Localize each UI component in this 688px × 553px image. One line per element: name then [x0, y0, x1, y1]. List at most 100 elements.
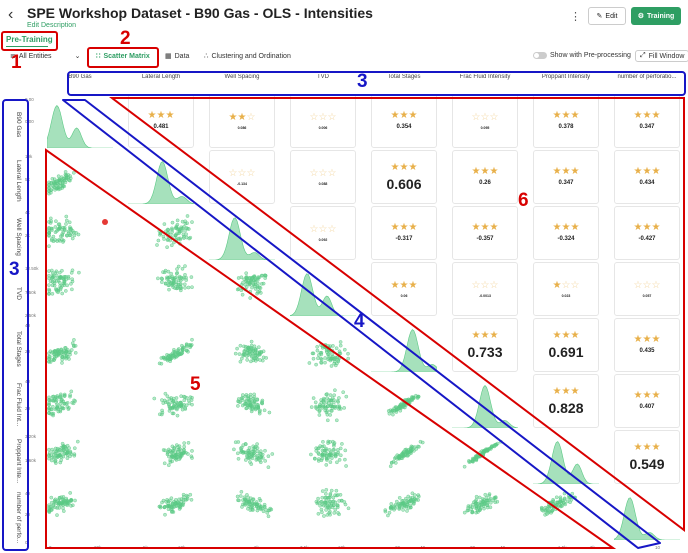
scatter-plot[interactable]	[128, 262, 194, 316]
scatter-plot[interactable]	[209, 374, 275, 428]
tab-scatter-matrix[interactable]: ∷ Scatter Matrix	[96, 52, 150, 61]
density-plot[interactable]	[47, 94, 113, 148]
scatter-plot[interactable]	[47, 374, 113, 428]
correlation-cell[interactable]: ★★★ 0.347	[533, 150, 599, 204]
scatter-plot[interactable]	[128, 486, 194, 540]
scatter-plot[interactable]	[47, 486, 113, 540]
correlation-cell[interactable]: ★★★ 0.347	[614, 94, 680, 148]
scatter-plot[interactable]	[47, 262, 113, 316]
scatter-point	[257, 352, 261, 357]
scatter-plot[interactable]	[128, 430, 194, 484]
scatter-plot[interactable]	[452, 486, 518, 540]
star-filled-icon: ★	[570, 166, 580, 178]
scatter-plot[interactable]	[371, 486, 437, 540]
star-filled-icon: ★	[552, 329, 562, 341]
correlation-cell[interactable]: ★★★ 0.606	[371, 150, 437, 204]
tab-pre-training[interactable]: Pre-Training	[6, 35, 53, 44]
back-arrow-icon[interactable]: ‹	[8, 6, 14, 23]
scatter-plot[interactable]	[371, 374, 437, 428]
correlation-cell[interactable]: ★★★ 0.435	[614, 318, 680, 372]
scatter-point	[47, 269, 51, 273]
scatter-plot[interactable]	[47, 430, 113, 484]
correlation-cell[interactable]: ★★★ 0.407	[614, 374, 680, 428]
correlation-cell[interactable]: ★★☆ 0.086	[209, 94, 275, 148]
entities-select[interactable]: ≣ All Entities ⌄	[10, 52, 80, 61]
edit-description-link[interactable]: Edit Description	[27, 22, 77, 29]
correlation-cell[interactable]: ★★★ -0.317	[371, 206, 437, 260]
scatter-plot[interactable]	[128, 374, 194, 428]
scatter-plot[interactable]	[47, 318, 113, 372]
scatter-point	[162, 222, 167, 226]
scatter-point	[311, 351, 316, 356]
correlation-cell[interactable]: ☆☆☆ 0.006	[290, 94, 356, 148]
scatter-plot[interactable]	[533, 486, 599, 540]
scatter-plot[interactable]	[452, 430, 518, 484]
scatter-point	[316, 459, 321, 463]
correlation-cell[interactable]: ☆☆☆ 0.088	[290, 150, 356, 204]
scatter-point	[165, 245, 169, 250]
tab-data-label: Data	[174, 52, 190, 60]
scatter-point	[69, 498, 73, 502]
correlation-cell[interactable]: ★★★ 0.06	[371, 262, 437, 316]
training-button[interactable]: ⚙ Training	[631, 7, 681, 25]
star-rating: ★★★	[634, 110, 661, 121]
scatter-point	[388, 464, 393, 469]
toggle-switch[interactable]	[533, 52, 547, 59]
scatter-plot[interactable]	[371, 430, 437, 484]
correlation-cell[interactable]: ☆☆☆ -0.0013	[452, 262, 518, 316]
scatter-plot[interactable]	[290, 374, 356, 428]
scatter-plot[interactable]	[47, 206, 113, 260]
correlation-cell[interactable]: ☆☆☆ 0.057	[614, 262, 680, 316]
density-area	[128, 161, 194, 204]
correlation-cell[interactable]: ★★★ 0.828	[533, 374, 599, 428]
tab-clustering[interactable]: ∴ Clustering and Ordination	[204, 52, 291, 61]
density-plot[interactable]	[452, 374, 518, 428]
correlation-cell[interactable]: ★★★ 0.549	[614, 430, 680, 484]
scatter-plot[interactable]	[209, 430, 275, 484]
correlation-cell[interactable]: ★★★ 0.691	[533, 318, 599, 372]
more-options-icon[interactable]: ⋮	[570, 11, 581, 23]
tab-data[interactable]: ▦ Data	[165, 52, 190, 61]
correlation-cell[interactable]: ☆☆☆ 0.095	[452, 94, 518, 148]
scatter-plot[interactable]	[290, 486, 356, 540]
scatter-plot[interactable]	[290, 430, 356, 484]
density-plot[interactable]	[533, 430, 599, 484]
scatter-point	[323, 408, 328, 413]
density-plot[interactable]	[209, 206, 275, 260]
scatter-point	[405, 509, 409, 513]
scatter-plot[interactable]	[209, 262, 275, 316]
scatter-plot[interactable]	[128, 206, 194, 260]
density-plot[interactable]	[290, 262, 356, 316]
scatter-plot[interactable]	[290, 318, 356, 372]
star-rating: ★☆☆	[553, 280, 580, 291]
correlation-cell[interactable]: ★★★ 0.481	[128, 94, 194, 148]
scatter-point	[251, 449, 256, 454]
correlation-cell[interactable]: ★★★ 0.434	[614, 150, 680, 204]
correlation-cell[interactable]: ☆☆☆ -0.134	[209, 150, 275, 204]
correlation-cell[interactable]: ★★★ 0.378	[533, 94, 599, 148]
scatter-point	[342, 406, 347, 410]
scatter-point	[174, 280, 179, 285]
scatter-point	[252, 395, 257, 399]
edit-button[interactable]: ✎ Edit	[588, 7, 626, 25]
correlation-cell[interactable]: ★☆☆ 0.023	[533, 262, 599, 316]
density-plot[interactable]	[614, 486, 680, 540]
correlation-cell[interactable]: ★★★ -0.427	[614, 206, 680, 260]
scatter-point	[55, 506, 59, 510]
correlation-cell[interactable]: ★★★ -0.357	[452, 206, 518, 260]
correlation-value: -0.324	[557, 236, 575, 243]
scatter-plot[interactable]	[128, 318, 194, 372]
correlation-cell[interactable]: ☆☆☆ 0.092	[290, 206, 356, 260]
scatter-point	[50, 458, 54, 463]
correlation-cell[interactable]: ★★★ 0.733	[452, 318, 518, 372]
scatter-plot[interactable]	[47, 150, 113, 204]
correlation-cell[interactable]: ★★★ 0.354	[371, 94, 437, 148]
correlation-cell[interactable]: ★★★ -0.324	[533, 206, 599, 260]
preprocessing-toggle[interactable]: Show with Pre-processing	[533, 52, 631, 59]
density-plot[interactable]	[128, 150, 194, 204]
density-plot[interactable]	[371, 318, 437, 372]
fill-window-button[interactable]: ⤢ Fill Window	[635, 50, 688, 62]
correlation-cell[interactable]: ★★★ 0.26	[452, 150, 518, 204]
scatter-plot[interactable]	[209, 318, 275, 372]
scatter-plot[interactable]	[209, 486, 275, 540]
